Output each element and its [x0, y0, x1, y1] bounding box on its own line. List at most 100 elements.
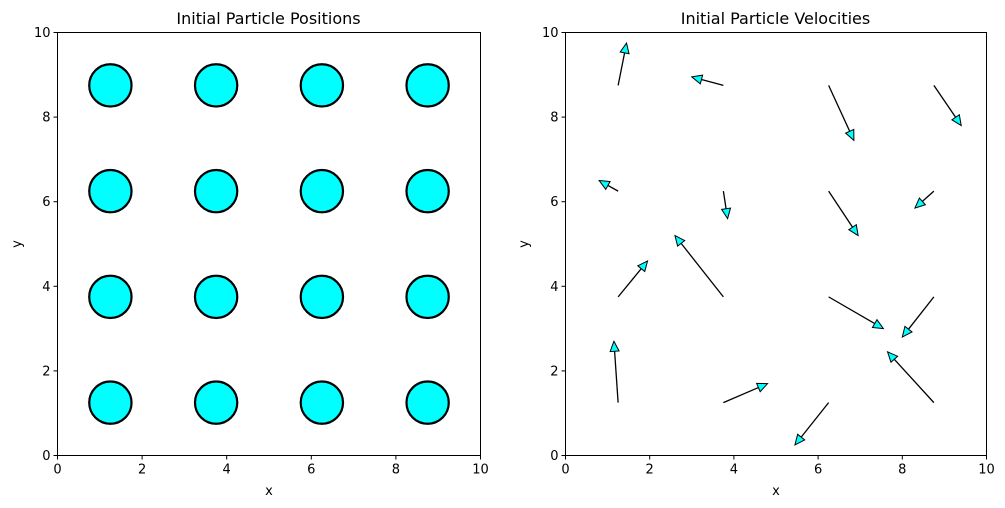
positions-y-tick-label: 6 [42, 195, 50, 210]
particle-marker [299, 274, 345, 320]
velocity-arrow-head [598, 179, 611, 191]
velocity-arrow-shaft [617, 52, 626, 86]
velocity-arrow-shaft [722, 191, 727, 209]
positions-y-label: y [10, 240, 25, 248]
velocity-arrow-head [794, 433, 806, 446]
positions-x-tick-label: 10 [472, 463, 489, 478]
velocity-arrow [828, 85, 855, 142]
velocities-y-tick-label: 4 [550, 280, 558, 295]
velocities-panel: Initial Particle Velocities 0 2 4 6 8 10 0 2 4 6… [517, 9, 995, 499]
positions-x-tick-label: 4 [223, 463, 231, 478]
positions-panel: Initial Particle Positions 0 2 4 6 8 10 0 2 4 6 8… [10, 9, 489, 499]
velocity-arrow [720, 191, 732, 220]
velocity-arrow-head [720, 207, 732, 220]
velocities-y-tick-label: 10 [542, 26, 559, 41]
velocities-x-tick-label: 2 [646, 463, 654, 478]
velocity-arrow-head [886, 350, 899, 364]
positions-x-tick-label: 8 [392, 463, 400, 478]
particle-marker [193, 168, 239, 214]
velocities-title: Initial Particle Velocities [681, 9, 870, 28]
positions-x-tick-label: 0 [53, 463, 61, 478]
velocity-arrow-head [950, 113, 962, 127]
positions-markers [88, 63, 450, 425]
positions-axes-frame [57, 32, 481, 456]
positions-y-tick-label: 4 [42, 280, 50, 295]
positions-y-tick-label: 10 [34, 26, 51, 41]
velocity-arrow [690, 74, 724, 87]
velocity-arrow-shaft [800, 402, 830, 438]
velocity-arrow-head [755, 382, 769, 393]
positions-y-tick-label: 0 [42, 449, 50, 464]
velocities-x-tick-label: 10 [978, 463, 995, 478]
velocity-arrow-shaft [617, 268, 642, 298]
velocities-x-tick-label: 0 [561, 463, 569, 478]
velocity-arrow-head [844, 128, 855, 142]
velocity-arrow [901, 296, 935, 339]
particle-marker [193, 274, 239, 320]
velocities-y-tick-label: 2 [550, 364, 558, 379]
velocity-arrow-shaft [723, 386, 759, 404]
velocities-x-tick-label: 8 [898, 463, 906, 478]
velocity-arrow-shaft [607, 184, 619, 192]
velocities-x-tick-label: 4 [730, 463, 738, 478]
velocity-arrow [828, 190, 859, 237]
velocities-x-tick-label: 6 [814, 463, 822, 478]
particle-marker [405, 380, 450, 425]
velocity-arrow-head [636, 259, 649, 273]
particle-marker [299, 168, 345, 214]
particle-marker [88, 380, 133, 425]
velocity-arrow-head [901, 325, 913, 339]
velocity-arrow [828, 296, 885, 330]
velocity-arrow-shaft [680, 242, 724, 298]
velocity-arrow-shaft [828, 190, 854, 228]
velocity-arrow-head [619, 41, 630, 55]
velocity-arrow-shaft [828, 85, 851, 132]
velocities-x-label: x [772, 484, 780, 499]
positions-x-ticks: 0 2 4 6 8 10 [53, 455, 489, 478]
velocity-arrow-shaft [907, 296, 935, 330]
velocity-arrow [598, 179, 619, 192]
velocity-arrow-shaft [933, 85, 957, 118]
velocities-y-tick-label: 6 [550, 195, 558, 210]
velocity-arrow [609, 340, 620, 403]
particle-marker [405, 63, 450, 108]
velocity-arrow [886, 350, 935, 404]
velocity-arrow [617, 41, 630, 86]
velocities-x-ticks: 0 2 4 6 8 10 [561, 455, 995, 478]
positions-x-tick-label: 2 [138, 463, 146, 478]
velocities-axes-frame [565, 32, 987, 456]
velocities-y-label: y [517, 240, 532, 248]
velocity-arrow [914, 190, 935, 209]
particle-marker [405, 168, 450, 214]
velocity-arrow-shaft [613, 351, 619, 403]
velocity-arrow [617, 259, 649, 298]
velocity-arrow-head [914, 197, 927, 209]
velocity-arrow-head [690, 74, 704, 85]
positions-title: Initial Particle Positions [176, 9, 360, 28]
particle-marker [88, 168, 133, 214]
positions-x-tick-label: 6 [307, 463, 315, 478]
velocity-arrows [598, 41, 962, 446]
velocities-y-tick-label: 8 [550, 111, 558, 126]
particle-marker [88, 63, 133, 108]
particle-marker [405, 274, 450, 320]
velocity-arrow-shaft [828, 296, 876, 325]
velocities-y-tick-label: 0 [550, 449, 558, 464]
particle-marker [299, 380, 345, 425]
velocity-arrow-head [871, 318, 885, 330]
particle-marker [88, 274, 133, 320]
velocity-arrow-head [847, 223, 859, 237]
positions-y-tick-label: 2 [42, 364, 50, 379]
velocity-arrow-shaft [701, 78, 724, 87]
particle-marker [299, 63, 345, 108]
velocity-arrow [794, 402, 830, 446]
velocity-arrow-head [674, 234, 686, 248]
particle-marker [193, 380, 239, 425]
velocity-arrow-head [609, 340, 620, 353]
positions-y-ticks: 0 2 4 6 8 10 [34, 26, 58, 464]
velocities-y-ticks: 0 2 4 6 8 10 [542, 26, 566, 464]
positions-y-tick-label: 8 [42, 111, 50, 126]
velocity-arrow [933, 85, 962, 127]
velocity-arrow [674, 234, 724, 298]
